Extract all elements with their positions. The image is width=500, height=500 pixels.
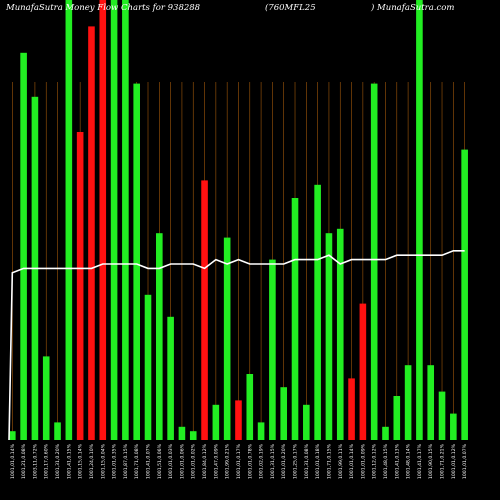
x-tick-label: 1001,01,0.07% <box>462 443 468 479</box>
bar <box>246 374 254 440</box>
x-tick-label: 1001,01,0.20% <box>281 443 287 479</box>
bar <box>189 431 197 440</box>
bar <box>382 426 389 440</box>
bar <box>404 365 412 440</box>
bar <box>303 404 310 440</box>
x-tick-label: 1001,41,0.17% <box>417 443 423 479</box>
bar <box>201 180 208 440</box>
x-tick-label: 1001,47,0.09% <box>213 443 219 479</box>
x-tick-label: 1001,01,0.02% <box>191 443 197 479</box>
bar <box>235 400 242 440</box>
x-tick-label: 1001,84,0.12% <box>202 443 208 479</box>
x-tick-label: 1001,31,0.15% <box>270 443 276 479</box>
bar <box>461 149 468 440</box>
bar <box>325 233 333 440</box>
x-tick-label: 1001,90,0.15% <box>428 443 434 479</box>
bar <box>76 132 84 440</box>
bar <box>393 396 401 440</box>
x-tick-label: 1001,41,0.15% <box>66 443 72 479</box>
bar <box>9 431 16 440</box>
x-tick-label: 1001,17,0.60% <box>44 443 50 479</box>
x-tick-label: 1001,12,0.12% <box>372 443 378 479</box>
bar <box>99 0 107 440</box>
header-right: ) MunafaSutra.com <box>370 2 454 13</box>
x-tick-labels: 1001,01,0.14% 1001,21,0.08% 1003,11,0.72% 1… <box>10 443 468 479</box>
bar <box>348 378 355 440</box>
x-tick-label: 1001,01,0.06% <box>179 443 185 479</box>
bar <box>359 303 367 440</box>
header-left: MunafaSutra Money Flow Charts for 938288 <box>5 3 201 13</box>
x-tick-label: 1001,31,0.20% <box>55 443 61 479</box>
x-tick-label: 1001,99,0.11% <box>338 443 344 479</box>
x-tick-label: 1003,11,0.72% <box>32 443 38 479</box>
bar <box>427 365 435 440</box>
header-center: (760MFL25 <box>265 2 316 13</box>
bar <box>370 83 378 440</box>
x-tick-label: 1001,99,0.21% <box>225 443 231 479</box>
bar <box>144 294 152 440</box>
bar <box>314 184 321 440</box>
x-tick-label: 1001,01,0.35% <box>112 443 118 479</box>
bar <box>42 356 50 440</box>
x-tick-label: 1001,31,0.08% <box>304 443 310 479</box>
bar <box>438 391 446 440</box>
bar <box>156 233 163 440</box>
x-tick-label: 1001,01,0.78% <box>247 443 253 479</box>
bar <box>20 52 27 441</box>
bar <box>88 26 95 441</box>
x-tick-label: 1001,71,0.15% <box>326 443 332 479</box>
bar <box>291 198 299 440</box>
x-tick-label: 1001,01,0.12% <box>451 443 457 479</box>
x-tick-label: 1001,01,0.14% <box>349 443 355 479</box>
x-tick-label: 1001,48,0.14% <box>406 443 412 479</box>
bar <box>416 0 423 440</box>
x-tick-label: 1001,01,0.17% <box>236 443 242 479</box>
x-tick-label: 1001,01,0.09% <box>360 443 366 479</box>
x-tick-label: 1001,48,0.15% <box>383 443 389 479</box>
bar <box>450 413 457 440</box>
x-tick-label: 1001,71,0.21% <box>440 443 446 479</box>
bar <box>65 0 73 440</box>
x-tick-label: 1001,02,0.19% <box>259 443 265 479</box>
bar <box>54 422 61 440</box>
bar <box>122 0 129 440</box>
bar <box>178 426 186 440</box>
x-tick-label: 1001,01,0.18% <box>315 443 321 479</box>
bar <box>257 422 265 440</box>
x-tick-label: 1001,01,0.03% <box>168 443 174 479</box>
x-tick-label: 1001,51,0.06% <box>157 443 163 479</box>
x-tick-label: 1001,15,0.04% <box>100 443 106 479</box>
x-tick-label: 1001,24,0.10% <box>89 443 95 479</box>
x-tick-label: 1001,41,0.13% <box>394 443 400 479</box>
x-tick-label: 1001,25,0.17% <box>293 443 299 479</box>
bar <box>223 237 231 440</box>
x-tick-label: 1001,87,0.15% <box>123 443 129 479</box>
bar <box>280 387 288 440</box>
x-tick-label: 1001,41,0.07% <box>146 443 152 479</box>
bar <box>110 0 118 440</box>
bar <box>336 228 344 440</box>
bar <box>212 404 220 440</box>
x-tick-label: 1001,01,0.14% <box>10 443 16 479</box>
x-tick-label: 1001,21,0.08% <box>21 443 27 479</box>
x-tick-label: 1001,15,0.14% <box>78 443 84 479</box>
bar <box>133 83 140 440</box>
x-tick-label: 1001,71,0.08% <box>134 443 140 479</box>
bar <box>269 259 276 440</box>
bar <box>167 316 174 440</box>
flow-line <box>8 250 465 441</box>
